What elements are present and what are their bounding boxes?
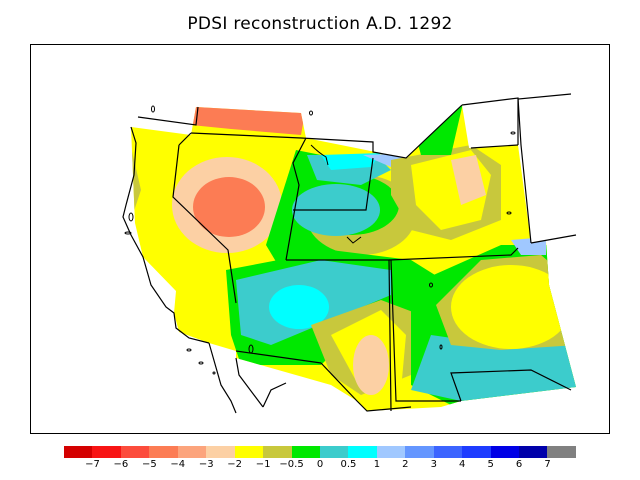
boundaries [122, 93, 577, 414]
colorbar-swatch-1 [92, 446, 121, 458]
s-peach [353, 335, 389, 395]
colorbar-swatch-12 [405, 446, 434, 458]
colorbar-tick-label: 5 [487, 459, 494, 470]
n-orange-strip [191, 105, 306, 135]
se-teal [411, 335, 576, 401]
colorbar-swatch-0 [64, 446, 93, 458]
colorbar-tick-label: −6 [113, 459, 129, 470]
map-panel [30, 44, 610, 434]
colorbar-tick-label: −5 [141, 459, 157, 470]
colorbar-swatch-11 [376, 446, 406, 458]
colorbar-tick-label: −2 [227, 459, 243, 470]
n-cyan [321, 153, 381, 170]
colorbar-tick-label: −7 [85, 459, 100, 470]
colorbar-tick-label: 0 [316, 459, 324, 470]
colorbar-swatch-13 [433, 446, 463, 458]
colorbar-tick-label: −1 [255, 459, 271, 470]
colorbar-swatch-4 [177, 446, 207, 458]
colorbar-tick-label: −4 [170, 459, 186, 470]
sw-cyan [269, 285, 329, 329]
nw-orange [193, 177, 265, 237]
colorbar-tick-label: 4 [459, 459, 466, 470]
pdsi-colorbar-ticks: −7 −6 −5 −4 −3 −2 −1 −0.5 0 0.5 1 2 3 4 5 6 7 [64, 459, 576, 473]
colorbar-swatch-5 [206, 446, 235, 458]
pdsi-map [122, 93, 577, 414]
colorbar-tick-label: 2 [402, 459, 409, 470]
colorbar-tick-label: 1 [373, 459, 381, 470]
ne-peach [451, 155, 486, 205]
pdsi-contours [131, 105, 576, 411]
colorbar-swatch-17 [547, 446, 576, 458]
colorbar-swatch-14 [462, 446, 491, 458]
colorbar-tick-label: −0.5 [279, 459, 304, 470]
colorbar-swatch-6 [234, 446, 264, 458]
colorbar-tick-label: 0.5 [340, 459, 357, 470]
colorbar-swatch-16 [519, 446, 548, 458]
lakes [124, 105, 516, 375]
colorbar-swatch-2 [120, 446, 150, 458]
map-title: PDSI reconstruction A.D. 1292 [187, 14, 453, 34]
ne-cyan [409, 105, 431, 140]
pdsi-colorbar [64, 446, 576, 458]
colorbar-tick-label: 3 [430, 459, 437, 470]
colorbar-swatch-10 [348, 446, 377, 458]
colorbar-tick-label: −3 [198, 459, 214, 470]
colorbar-tick-label: 7 [544, 459, 551, 470]
se-yellow [451, 265, 571, 349]
colorbar-swatch-7 [263, 446, 292, 458]
colorbar-swatch-8 [291, 446, 320, 458]
colorbar-tick-label: 6 [515, 459, 523, 470]
colorbar-swatch-3 [149, 446, 178, 458]
colorbar-swatch-15 [490, 446, 519, 458]
colorbar-swatch-9 [319, 446, 349, 458]
